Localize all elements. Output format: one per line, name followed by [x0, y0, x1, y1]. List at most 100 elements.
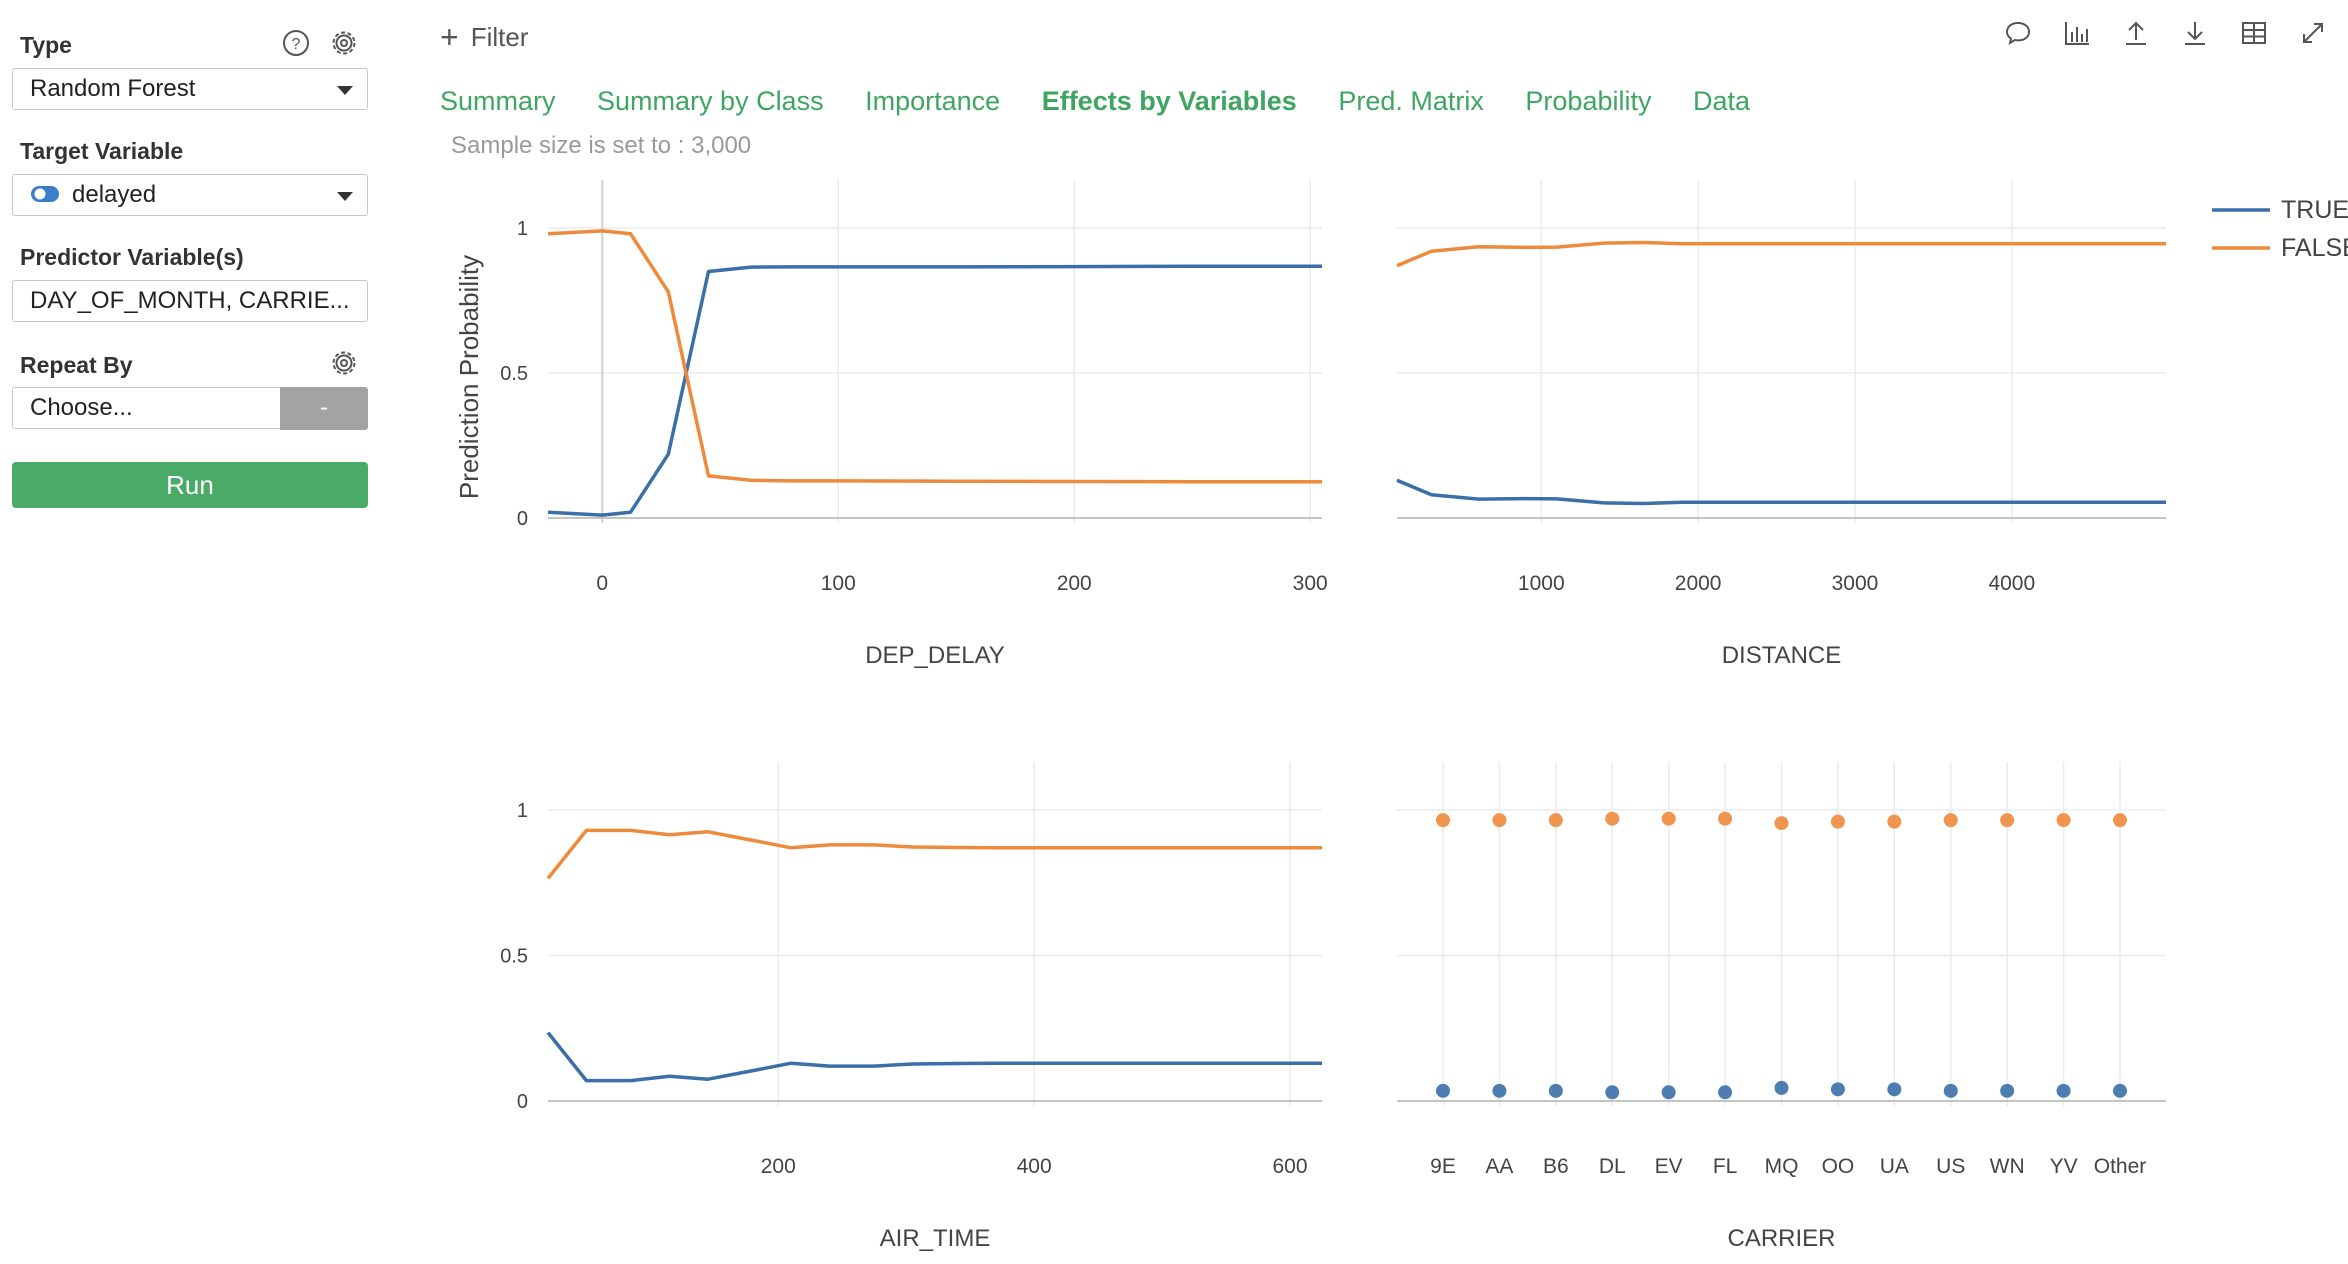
table-icon[interactable] [2239, 18, 2269, 48]
filter-button[interactable]: + Filter [440, 17, 529, 55]
series-line-false [547, 229, 1322, 484]
svg-text:?: ? [292, 36, 301, 53]
y-tick-label: 0 [517, 1091, 528, 1113]
data-point-false [1943, 813, 1958, 828]
upload-icon[interactable] [2121, 18, 2151, 48]
predictor-variables-label: Predictor Variable(s) [20, 244, 244, 270]
x-axis-title: DEP_DELAY [865, 642, 1005, 669]
download-icon[interactable] [2180, 18, 2210, 48]
data-point-true [1548, 1083, 1563, 1098]
tab-summary-by-class[interactable]: Summary by Class [597, 86, 824, 116]
data-point-false [1492, 813, 1507, 828]
x-tick-label: 200 [761, 1155, 796, 1178]
x-tick-label: US [1936, 1155, 1965, 1178]
data-point-false [1774, 816, 1789, 831]
repeat-by-label: Repeat By [20, 352, 133, 378]
x-tick-label: UA [1880, 1155, 1909, 1178]
tab-summary[interactable]: Summary [440, 86, 556, 116]
tab-data[interactable]: Data [1692, 86, 1751, 116]
x-tick-label: MQ [1765, 1155, 1799, 1178]
target-variable-label: Target Variable [20, 138, 184, 164]
data-point-false [2113, 813, 2127, 828]
x-tick-label: FL [1713, 1155, 1738, 1178]
x-tick-label: 4000 [1988, 572, 2035, 595]
legend-label-true: TRUE [2281, 196, 2348, 224]
data-point-true [2000, 1083, 2015, 1098]
y-tick-label: 1 [517, 800, 528, 822]
x-tick-label: DL [1599, 1155, 1626, 1178]
sample-size-note: Sample size is set to : 3,000 [451, 132, 752, 159]
data-point-false [2000, 813, 2015, 828]
data-point-false [1605, 811, 1620, 826]
series-line-true [547, 264, 1322, 517]
x-tick-label: EV [1655, 1155, 1683, 1178]
legend-label-false: FALSE [2281, 234, 2348, 262]
chevron-down-icon [337, 192, 353, 201]
data-point-true [1492, 1083, 1507, 1098]
x-tick-label: 3000 [1832, 572, 1879, 595]
help-icon[interactable]: ? [281, 28, 311, 58]
type-select[interactable]: Random Forest [12, 68, 368, 110]
y-tick-label: 1 [517, 218, 528, 240]
x-tick-label: 9E [1430, 1155, 1456, 1178]
data-point-true [1605, 1085, 1620, 1100]
x-tick-label: 600 [1272, 1155, 1307, 1178]
data-point-true [2113, 1083, 2127, 1098]
gear-icon[interactable] [329, 348, 359, 378]
target-variable-value: delayed [72, 181, 157, 208]
type-label: Type [20, 32, 72, 58]
data-point-false [1887, 814, 1902, 829]
gear-icon[interactable] [329, 28, 359, 58]
x-tick-label: AA [1485, 1155, 1513, 1178]
data-point-true [2056, 1083, 2071, 1098]
x-axis-title: CARRIER [1727, 1225, 1835, 1252]
x-axis-title: DISTANCE [1722, 642, 1842, 669]
x-tick-label: 300 [1293, 572, 1328, 595]
y-tick-label: 0 [517, 508, 528, 530]
data-point-false [1548, 813, 1563, 828]
y-axis-title: Prediction Probability [454, 255, 484, 499]
data-point-false [1661, 811, 1676, 826]
filter-label: Filter [470, 22, 529, 52]
comment-icon[interactable] [2003, 18, 2033, 48]
tab-bar: Summary Summary by Class Importance Effe… [440, 86, 1784, 117]
data-point-true [1830, 1082, 1845, 1097]
data-point-false [1436, 813, 1450, 828]
x-tick-label: B6 [1543, 1155, 1569, 1178]
predictor-variables-field[interactable]: DAY_OF_MONTH, CARRIE... [12, 280, 368, 322]
x-tick-label: 400 [1017, 1155, 1052, 1178]
x-tick-label: YV [2050, 1155, 2078, 1178]
series-line-true [546, 1031, 1322, 1083]
x-tick-label: Other [2094, 1155, 2147, 1178]
tab-probability[interactable]: Probability [1525, 86, 1652, 116]
predictor-variables-value: DAY_OF_MONTH, CARRIE... [30, 287, 350, 314]
repeat-by-placeholder: Choose... [30, 394, 133, 421]
data-point-true [1774, 1080, 1789, 1095]
run-button[interactable]: Run [12, 462, 368, 508]
data-point-true [1943, 1083, 1958, 1098]
tab-effects-by-variables[interactable]: Effects by Variables [1041, 86, 1297, 116]
data-point-true [1887, 1082, 1902, 1097]
x-tick-label: OO [1822, 1155, 1855, 1178]
data-point-true [1718, 1085, 1733, 1100]
series-line-false [546, 828, 1322, 880]
repeat-by-clear-button[interactable]: - [280, 387, 368, 430]
data-point-false [1718, 811, 1733, 826]
chevron-down-icon [337, 86, 353, 95]
expand-icon[interactable] [2298, 18, 2328, 48]
tab-pred-matrix[interactable]: Pred. Matrix [1338, 86, 1484, 116]
data-point-false [1830, 814, 1845, 829]
x-tick-label: 200 [1057, 572, 1092, 595]
tab-importance[interactable]: Importance [865, 86, 1001, 116]
target-variable-select[interactable]: delayed [12, 174, 368, 216]
toggle-icon [31, 185, 59, 202]
y-tick-label: 0.5 [500, 363, 528, 385]
plus-icon: + [440, 19, 459, 55]
y-tick-label: 0.5 [500, 946, 528, 968]
x-axis-title: AIR_TIME [880, 1225, 991, 1252]
chart-icon[interactable] [2062, 18, 2092, 48]
x-tick-label: 2000 [1675, 572, 1722, 595]
data-point-true [1661, 1085, 1676, 1100]
data-point-true [1436, 1083, 1450, 1098]
